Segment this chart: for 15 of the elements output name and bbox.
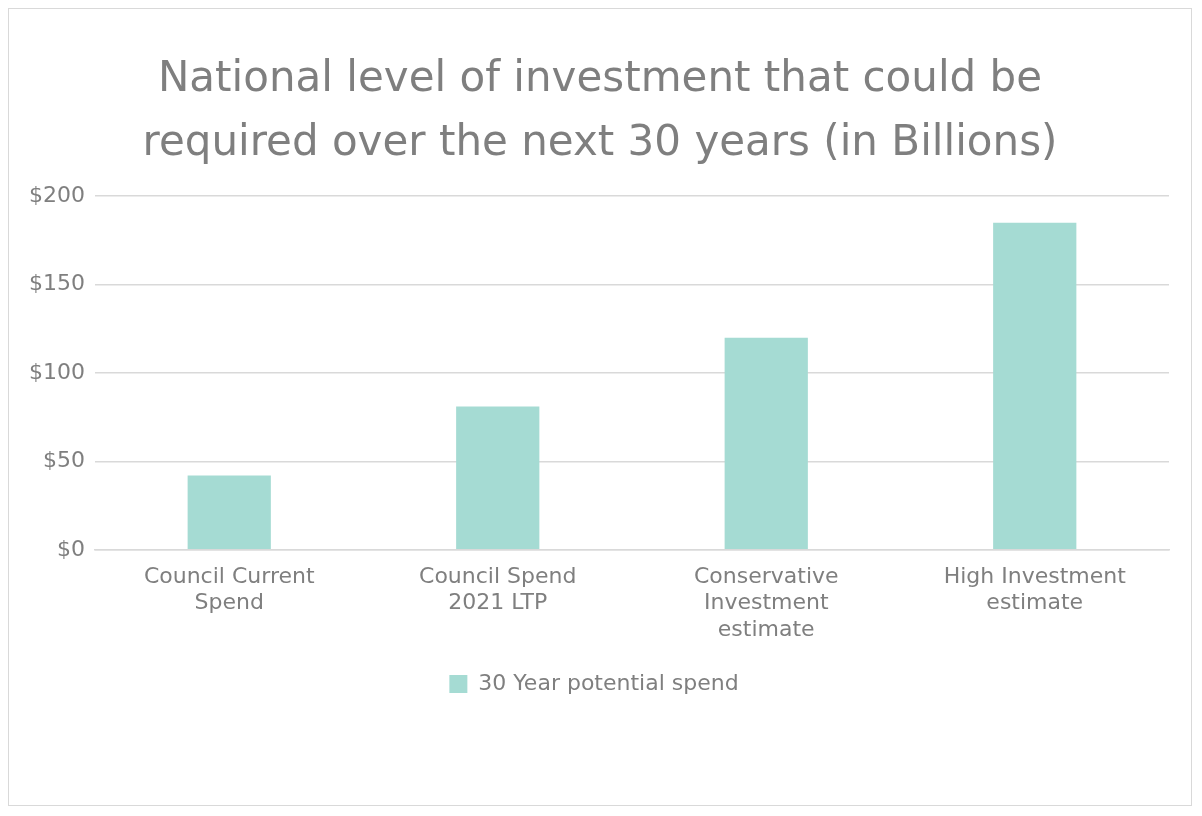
y-tick-label: $0 bbox=[56, 535, 85, 561]
y-tick-label: $100 bbox=[28, 358, 85, 384]
bar bbox=[456, 406, 540, 550]
y-tick-label: $200 bbox=[28, 181, 85, 207]
x-tick-label: Council Spend 2021 LTP bbox=[419, 562, 577, 615]
x-tick-label: Conservative Investment estimate bbox=[693, 562, 839, 641]
legend-label: 30 Year potential spend bbox=[478, 669, 739, 695]
bar bbox=[993, 222, 1077, 550]
bar bbox=[724, 337, 808, 550]
y-tick-label: $150 bbox=[28, 270, 85, 296]
bar bbox=[187, 475, 271, 550]
x-tick-label: High Investment estimate bbox=[943, 562, 1127, 615]
chart-title: National level of investment that could be required over the next 30 years (in Billions) bbox=[141, 51, 1059, 167]
y-tick-label: $50 bbox=[42, 447, 85, 473]
x-tick-label: Council Current Spend bbox=[143, 562, 315, 615]
